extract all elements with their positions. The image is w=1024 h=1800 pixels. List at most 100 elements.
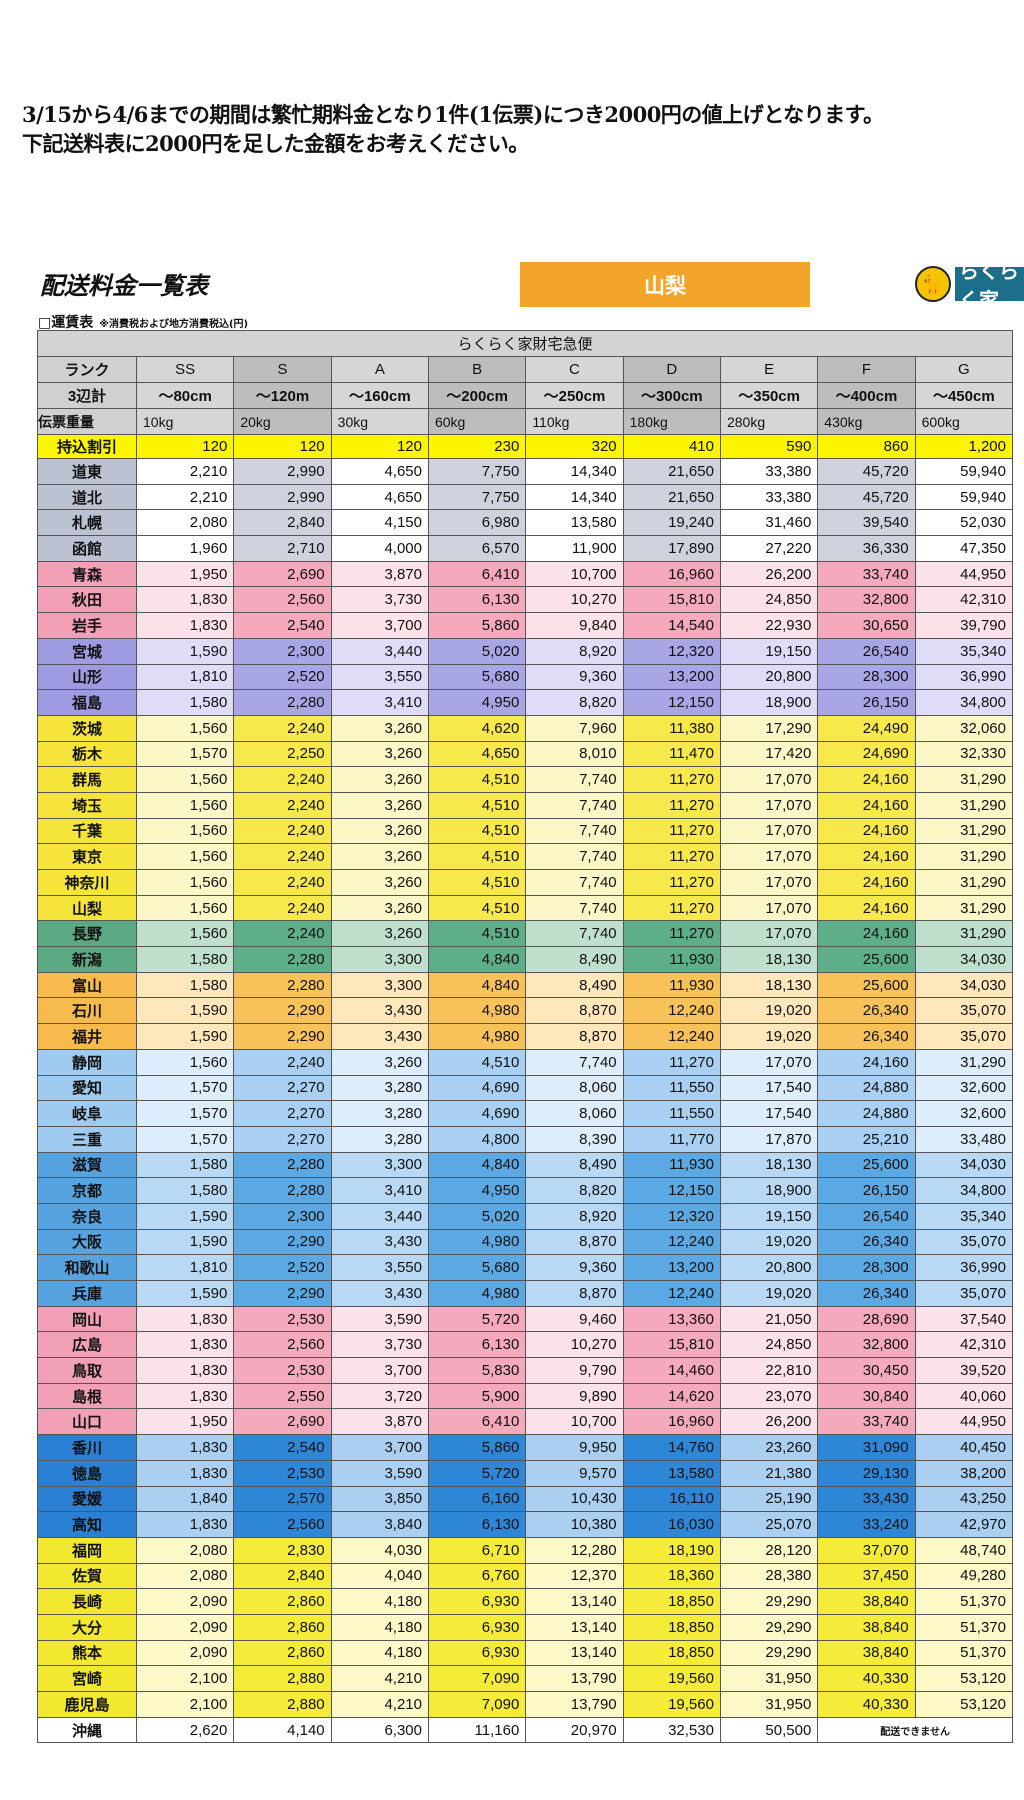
rate-cell: 16,030 <box>622 1511 721 1538</box>
rate-cell: 26,340 <box>817 1280 916 1307</box>
rate-cell: 4,510 <box>427 869 527 896</box>
rate-cell: 1,830 <box>135 1357 235 1384</box>
rate-cell: 3,410 <box>330 689 429 716</box>
table-row: 岡山 1,830 2,530 3,590 5,720 9,460 13,360 21,050 2… <box>37 1305 1014 1333</box>
table-row: 千葉 1,560 2,240 3,260 4,510 7,740 11,270 17,070 2… <box>37 817 1014 845</box>
rate-cell: 7,740 <box>525 920 624 948</box>
rate-cell: 2,280 <box>233 971 332 999</box>
rate-cell: 31,290 <box>914 894 1014 922</box>
table-row: 奈良 1,590 2,300 3,440 5,020 8,920 12,320 19,150 2… <box>37 1202 1014 1230</box>
rate-cell: 24,160 <box>817 843 916 870</box>
rate-cell: 2,290 <box>233 1023 332 1050</box>
rate-cell: 3,730 <box>330 586 429 614</box>
rate-cell: 1,560 <box>135 766 235 793</box>
rate-cell: 1,560 <box>135 843 235 870</box>
rate-cell: 21,650 <box>622 483 721 511</box>
rate-cell: 50,500 <box>719 1716 819 1744</box>
table-row: 石川 1,590 2,290 3,430 4,980 8,870 12,240 19,020 2… <box>37 997 1014 1025</box>
rate-cell: 6,130 <box>427 1331 527 1359</box>
rate-cell: 24,850 <box>719 1331 819 1359</box>
rate-cell: 18,360 <box>622 1562 721 1590</box>
rank-header-cell: B <box>427 356 527 383</box>
table-row: 鹿児島 2,100 2,880 4,210 7,090 13,790 19,560 31,95… <box>37 1691 1014 1718</box>
rate-cell: 51,370 <box>914 1613 1014 1641</box>
rate-cell: 4,510 <box>427 920 527 948</box>
rate-cell: 16,960 <box>622 1408 721 1436</box>
rate-cell: 5,020 <box>427 1202 527 1230</box>
rate-cell: 14,540 <box>622 612 721 639</box>
rate-cell: 12,240 <box>622 997 721 1025</box>
rate-cell: 43,250 <box>914 1485 1014 1513</box>
rate-cell: 10,700 <box>525 560 624 588</box>
rate-cell: 1,810 <box>135 663 235 691</box>
rate-cell: 3,260 <box>330 920 429 948</box>
rate-cell: 19,020 <box>719 1023 819 1050</box>
rate-cell: 17,070 <box>719 791 819 819</box>
rate-cell: 18,850 <box>622 1613 721 1641</box>
rate-cell: 34,030 <box>914 1151 1014 1179</box>
rate-cell: 19,560 <box>622 1665 721 1692</box>
rate-cell: 51,370 <box>914 1639 1014 1667</box>
rate-cell: 7,740 <box>525 817 624 845</box>
rate-cell: 11,270 <box>622 766 721 793</box>
rate-cell: 1,590 <box>135 1228 235 1256</box>
rate-cell: 24,850 <box>719 586 819 614</box>
rate-cell: 17,070 <box>719 920 819 948</box>
rate-cell: 5,860 <box>427 1434 527 1461</box>
rate-cell: 1,570 <box>135 1125 235 1153</box>
rate-cell: 8,920 <box>525 1202 624 1230</box>
table-row: 茨城 1,560 2,240 3,260 4,620 7,960 11,380 17,290 2… <box>37 714 1014 742</box>
rate-cell: 30,650 <box>817 612 916 639</box>
rate-cell: 34,800 <box>914 689 1014 716</box>
rate-cell: 3,430 <box>330 1228 429 1256</box>
discount-cell: 230 <box>427 434 527 459</box>
prefecture-label: 神奈川 <box>37 869 137 896</box>
table-row: 徳島 1,830 2,530 3,590 5,720 9,570 13,580 21,380 2… <box>37 1459 1014 1487</box>
size-header-cell: ～120m <box>233 382 332 409</box>
rate-cell: 32,330 <box>914 740 1014 768</box>
rate-cell: 3,440 <box>330 1202 429 1230</box>
rate-cell: 26,200 <box>719 1408 819 1436</box>
prefecture-label: 宮城 <box>37 637 137 665</box>
rate-cell: 4,980 <box>427 997 527 1025</box>
rate-cell: 1,590 <box>135 997 235 1025</box>
rate-cell: 23,260 <box>719 1434 819 1461</box>
rate-cell: 2,530 <box>233 1357 332 1384</box>
notice-line-1: 3/15から4/6までの期間は繁忙期料金となり1件(1伝票)につき2000円の値… <box>22 102 884 127</box>
prefecture-label: 鹿児島 <box>37 1691 137 1718</box>
rate-cell: 38,840 <box>817 1613 916 1641</box>
rate-cell: 12,240 <box>622 1280 721 1307</box>
rate-cell: 1,570 <box>135 1074 235 1102</box>
rate-cell: 13,140 <box>525 1639 624 1667</box>
rate-cell: 2,560 <box>233 1511 332 1538</box>
rate-cell: 26,150 <box>817 1177 916 1204</box>
rate-cell: 28,300 <box>817 1254 916 1281</box>
rate-cell: 2,550 <box>233 1382 332 1410</box>
table-row: 愛媛 1,840 2,570 3,850 6,160 10,430 16,110 25,190… <box>37 1485 1014 1513</box>
black-cat-icon: 🐈 <box>915 266 951 302</box>
rate-cell: 3,410 <box>330 1177 429 1204</box>
prefecture-label: 新潟 <box>37 946 137 973</box>
rate-cell: 3,700 <box>330 612 429 639</box>
rate-cell: 1,560 <box>135 894 235 922</box>
rate-cell: 9,950 <box>525 1434 624 1461</box>
prefecture-label: 石川 <box>37 997 137 1025</box>
rate-cell: 17,290 <box>719 714 819 742</box>
rate-cell: 59,940 <box>914 483 1014 511</box>
rate-cell: 4,840 <box>427 946 527 973</box>
rate-cell: 13,790 <box>525 1691 624 1718</box>
rate-cell: 37,070 <box>817 1536 916 1564</box>
rate-cell: 31,290 <box>914 869 1014 896</box>
rate-cell: 3,850 <box>330 1485 429 1513</box>
rate-cell: 48,740 <box>914 1536 1014 1564</box>
rank-header-label: ランク <box>37 356 137 383</box>
rate-cell: 1,560 <box>135 791 235 819</box>
table-row: 和歌山 1,810 2,520 3,550 5,680 9,360 13,200 20,800… <box>37 1254 1014 1281</box>
rate-cell: 4,510 <box>427 894 527 922</box>
rate-cell: 30,840 <box>817 1382 916 1410</box>
rate-cell: 7,740 <box>525 869 624 896</box>
rate-cell: 12,280 <box>525 1536 624 1564</box>
prefecture-label: 高知 <box>37 1511 137 1538</box>
rate-cell: 25,600 <box>817 1151 916 1179</box>
rate-cell: 38,840 <box>817 1639 916 1667</box>
